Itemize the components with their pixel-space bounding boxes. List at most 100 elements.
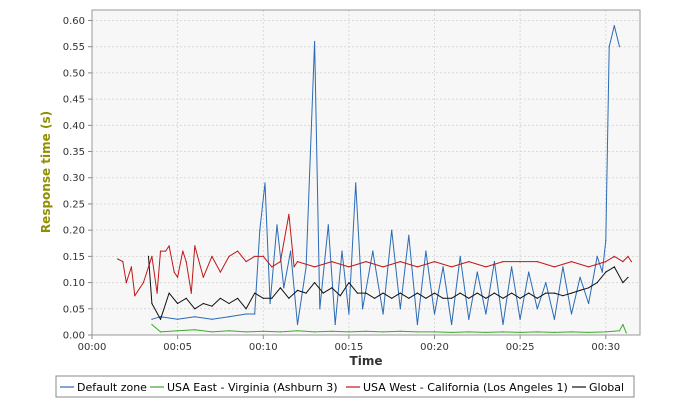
- series-group: [151, 25, 621, 326]
- data-point: [536, 308, 538, 310]
- data-point: [433, 313, 436, 315]
- data-point: [314, 331, 316, 333]
- data-point: [605, 261, 607, 263]
- y-tick-label: 0.15: [63, 252, 85, 263]
- data-point: [627, 255, 629, 257]
- data-point: [588, 266, 590, 268]
- data-point: [290, 250, 292, 252]
- data-point: [293, 266, 295, 268]
- data-point: [416, 266, 418, 268]
- y-tick-label: 0.25: [63, 199, 85, 210]
- data-point: [245, 308, 247, 310]
- data-point: [596, 255, 598, 257]
- data-point: [185, 297, 187, 299]
- series-line: [117, 213, 632, 297]
- data-point: [588, 331, 590, 333]
- data-point: [202, 302, 204, 305]
- data-point: [228, 316, 230, 318]
- data-point: [618, 330, 621, 332]
- plot-area: [92, 10, 640, 335]
- data-point: [159, 331, 162, 333]
- data-point: [331, 330, 333, 332]
- data-point: [262, 330, 264, 332]
- data-point: [618, 46, 621, 48]
- data-point: [511, 292, 513, 294]
- data-point: [211, 331, 213, 333]
- data-point: [194, 316, 196, 318]
- series-group: [117, 213, 633, 297]
- data-point: [622, 261, 624, 263]
- data-point: [219, 271, 221, 273]
- data-point: [168, 245, 170, 247]
- y-tick-label: 0.20: [63, 226, 85, 237]
- x-tick-label: 00:05: [163, 342, 192, 353]
- data-point: [362, 308, 364, 310]
- data-point: [125, 282, 127, 284]
- data-point: [211, 255, 213, 257]
- data-point: [562, 266, 564, 268]
- data-point: [485, 331, 487, 333]
- data-point: [237, 297, 239, 299]
- data-point: [570, 331, 573, 333]
- data-point: [177, 330, 179, 332]
- data-point: [262, 255, 264, 257]
- data-point: [425, 297, 427, 299]
- data-point: [314, 266, 316, 268]
- data-point: [254, 313, 256, 315]
- data-point: [194, 308, 196, 310]
- data-point: [553, 331, 556, 333]
- data-point: [485, 313, 487, 315]
- data-point: [528, 271, 530, 273]
- data-point: [271, 266, 273, 268]
- data-point: [613, 266, 615, 268]
- data-point: [177, 318, 179, 320]
- data-point: [553, 318, 556, 320]
- data-point: [468, 297, 470, 299]
- data-point: [159, 318, 162, 320]
- data-point: [211, 305, 213, 307]
- x-tick-label: 00:20: [420, 342, 449, 353]
- data-point: [553, 266, 556, 268]
- data-point: [168, 292, 170, 294]
- data-point: [468, 331, 470, 333]
- data-point: [605, 331, 607, 333]
- data-point: [151, 255, 153, 257]
- series-lines: [117, 25, 633, 334]
- data-point: [177, 276, 179, 278]
- data-point: [451, 323, 453, 326]
- data-point: [372, 250, 374, 252]
- data-point: [130, 266, 132, 268]
- data-point: [185, 261, 187, 263]
- series-line: [151, 25, 620, 325]
- data-point: [476, 271, 478, 273]
- data-point: [254, 255, 256, 257]
- data-point: [451, 297, 453, 299]
- data-point: [391, 297, 393, 299]
- x-tick-label: 00:15: [334, 342, 363, 353]
- data-point: [173, 271, 175, 273]
- legend-entries: Default zone USA East - Virginia (Ashburn…: [60, 381, 624, 394]
- data-point: [147, 255, 150, 257]
- data-point: [399, 330, 401, 332]
- data-point: [485, 297, 487, 299]
- data-point: [588, 302, 590, 305]
- y-tick-label: 0.10: [63, 278, 85, 289]
- data-point: [613, 25, 615, 27]
- data-point: [264, 182, 266, 184]
- data-point: [355, 182, 357, 184]
- data-point: [622, 282, 624, 284]
- data-point: [279, 287, 281, 289]
- data-point: [511, 266, 513, 268]
- y-tick-label: 0.55: [63, 42, 85, 53]
- data-point: [399, 292, 401, 294]
- data-point: [545, 292, 547, 294]
- data-point: [627, 276, 629, 278]
- data-point: [608, 46, 610, 48]
- legend-label: Default zone: [77, 381, 147, 394]
- data-point: [117, 258, 119, 260]
- data-point: [339, 295, 341, 297]
- data-point: [536, 297, 538, 299]
- data-point: [134, 295, 136, 297]
- data-point: [296, 330, 299, 332]
